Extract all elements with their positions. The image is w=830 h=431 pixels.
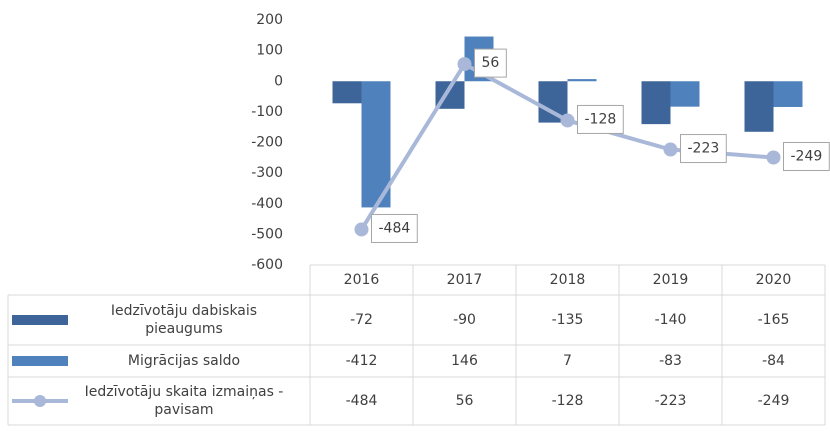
line-marker <box>766 150 781 165</box>
table-cell: -484 <box>346 393 378 409</box>
y-tick-label: -300 <box>251 165 283 181</box>
table-cell: -140 <box>655 312 687 328</box>
data-label: 56 <box>482 55 500 71</box>
data-label: -484 <box>379 220 411 236</box>
table-cell: -412 <box>346 353 378 369</box>
data-label: -249 <box>791 149 823 165</box>
y-tick-label: -100 <box>251 104 283 120</box>
bar <box>332 81 362 104</box>
line-marker <box>457 57 472 72</box>
y-tick-label: -500 <box>251 226 283 242</box>
table-cell: -90 <box>453 312 476 328</box>
bar <box>670 81 700 107</box>
table-cell: 7 <box>563 353 572 369</box>
line-marker <box>560 113 575 128</box>
data-label: -128 <box>585 111 617 127</box>
table-cell: -223 <box>655 393 687 409</box>
y-tick-label: 0 <box>274 73 283 89</box>
y-tick-label: 100 <box>256 43 283 59</box>
table-cell: -135 <box>552 312 584 328</box>
legend-label: Iedzīvotāju skaita izmaiņas - pavisam <box>84 384 284 418</box>
table-cell: -72 <box>350 312 373 328</box>
legend-key <box>12 356 68 366</box>
y-tick-label: -400 <box>251 196 283 212</box>
bar <box>567 79 597 82</box>
table-cell: -249 <box>758 393 790 409</box>
legend-label: Iedzīvotāju dabiskais pieaugums <box>110 303 258 337</box>
data-label-box <box>680 134 727 164</box>
bar <box>361 81 391 208</box>
y-tick-label: 200 <box>256 12 283 28</box>
x-tick-label: 2016 <box>344 272 380 288</box>
bar <box>641 81 671 125</box>
x-tick-label: 2019 <box>653 272 689 288</box>
data-label-box <box>577 104 624 134</box>
data-label: -223 <box>688 141 720 157</box>
table-cell: 56 <box>456 393 474 409</box>
legend-label: Migrācijas saldo <box>127 353 241 369</box>
y-tick-label: -200 <box>251 135 283 151</box>
table-cell: -128 <box>552 393 584 409</box>
bar <box>744 81 774 132</box>
legend-key <box>12 315 68 325</box>
data-label-box <box>371 213 418 243</box>
table-cell: -165 <box>758 312 790 328</box>
x-tick-label: 2020 <box>756 272 792 288</box>
line-marker <box>354 222 369 237</box>
table-cell: -84 <box>762 353 785 369</box>
line-marker <box>663 142 678 157</box>
legend-key-marker <box>34 395 46 407</box>
table-cell: 146 <box>451 353 478 369</box>
data-label-box <box>783 142 830 172</box>
x-tick-label: 2017 <box>447 272 483 288</box>
table-cell: -83 <box>659 353 682 369</box>
bar <box>773 81 803 107</box>
data-label-box <box>474 48 507 78</box>
x-tick-label: 2018 <box>550 272 586 288</box>
y-tick-label: -600 <box>251 257 283 273</box>
